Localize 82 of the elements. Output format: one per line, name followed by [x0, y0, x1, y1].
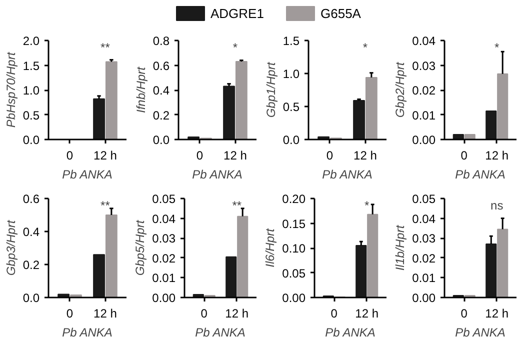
- y-tick-label: 0.10: [282, 242, 306, 256]
- y-tick-label: 1.0: [22, 84, 40, 98]
- x-axis-title: Pb ANKA: [192, 168, 242, 182]
- x-tick-label: 0: [330, 306, 338, 320]
- y-tick-label: 1.5: [282, 34, 300, 48]
- annotation: *: [494, 40, 500, 54]
- y-axis-title: Gbp3/Hprt: [4, 220, 18, 276]
- x-tick-label: 12 h: [485, 306, 509, 320]
- x-axis-title: Pb ANKA: [325, 326, 376, 340]
- x-tick-label: 12 h: [485, 148, 509, 162]
- y-tick-label: 0.03: [412, 232, 436, 246]
- y-tick-label: 1.0: [282, 67, 300, 81]
- y-tick-label: 0.8: [152, 34, 170, 48]
- y-axis-title: Gbp2/Hprt: [393, 62, 408, 118]
- x-tick-label: 12 h: [94, 306, 117, 320]
- x-axis-title: Pb ANKA: [455, 326, 506, 340]
- y-tick-label: 0.02: [152, 251, 176, 266]
- x-tick-label: 0: [66, 306, 74, 320]
- y-axis-title: Gbp5/Hprt: [133, 220, 148, 276]
- annotation: *: [364, 198, 370, 212]
- x-axis-title: Pb ANKA: [62, 326, 112, 340]
- x-tick-label: 0: [66, 148, 74, 162]
- y-axis-title: Il6/Hprt: [263, 228, 278, 268]
- y-tick-label: 0.03: [412, 58, 436, 73]
- y-tick-label: 0.00: [282, 291, 306, 305]
- y-tick-label: 0.4: [22, 225, 40, 239]
- y-tick-label: 0.4: [152, 84, 170, 98]
- x-tick-label: 12 h: [355, 306, 379, 320]
- y-axis-title: Il1b/Hprt: [393, 224, 408, 271]
- y-tick-label: 2.0: [22, 34, 40, 48]
- x-tick-label: 0: [326, 148, 334, 162]
- y-tick-label: 0.04: [412, 34, 436, 48]
- y-tick-label: 0.0: [22, 291, 40, 305]
- y-tick-label: 0.00: [412, 291, 436, 305]
- annotation: *: [232, 40, 238, 54]
- x-tick-label: 0: [196, 148, 204, 162]
- y-tick-label: 0.00: [412, 133, 436, 147]
- y-tick-label: 0.20: [282, 192, 306, 206]
- annotation: **: [100, 198, 110, 212]
- y-tick-label: 0.0: [282, 133, 300, 147]
- y-tick-label: 0.04: [152, 212, 176, 226]
- x-tick-label: 0: [200, 306, 208, 320]
- y-tick-label: 0.03: [152, 232, 176, 246]
- x-tick-label: 12 h: [224, 148, 247, 162]
- y-tick-label: 1.5: [22, 58, 40, 73]
- y-tick-label: 0.15: [282, 216, 306, 231]
- y-tick-label: 0.0: [22, 133, 40, 147]
- x-tick-label: 12 h: [94, 148, 117, 162]
- y-tick-label: 0.01: [412, 108, 436, 122]
- annotation: ns: [490, 198, 504, 212]
- y-tick-label: 0.01: [412, 271, 436, 286]
- y-tick-label: 0.2: [152, 108, 170, 122]
- y-tick-label: 0.05: [152, 192, 176, 206]
- y-tick-label: 0.02: [412, 251, 436, 266]
- y-tick-label: 0.00: [152, 291, 176, 305]
- y-axis-title: PbHsp70/Hprt: [4, 52, 18, 128]
- y-tick-label: 0.6: [152, 58, 170, 73]
- x-axis-title: Pb ANKA: [195, 326, 246, 340]
- x-axis-title: Pb ANKA: [62, 168, 112, 182]
- y-tick-label: 0.05: [282, 266, 306, 280]
- annotation: *: [362, 40, 368, 54]
- y-tick-label: 0.02: [412, 84, 436, 98]
- y-tick-label: 0.6: [22, 192, 40, 206]
- x-axis-title: Pb ANKA: [322, 168, 372, 182]
- y-tick-label: 0.5: [282, 100, 300, 114]
- y-tick-label: 0.0: [152, 133, 170, 147]
- x-tick-label: 12 h: [225, 306, 249, 320]
- y-tick-label: 0.04: [412, 212, 436, 226]
- y-tick-label: 0.5: [22, 108, 40, 122]
- x-tick-label: 0: [460, 306, 468, 320]
- y-tick-label: 0.2: [22, 258, 40, 272]
- y-tick-label: 0.01: [152, 271, 176, 286]
- annotation: **: [100, 40, 110, 54]
- x-tick-label: 0: [460, 148, 468, 162]
- legend-label: G655A: [320, 6, 362, 21]
- annotation: **: [232, 198, 242, 212]
- x-axis-title: Pb ANKA: [455, 168, 506, 182]
- x-tick-label: 12 h: [354, 148, 377, 162]
- y-axis-title: Gbp1/Hprt: [264, 62, 278, 118]
- legend-label: ADGRE1: [210, 6, 264, 21]
- y-axis-title: Ifnb/Hprt: [134, 66, 148, 114]
- y-tick-label: 0.05: [412, 192, 436, 206]
